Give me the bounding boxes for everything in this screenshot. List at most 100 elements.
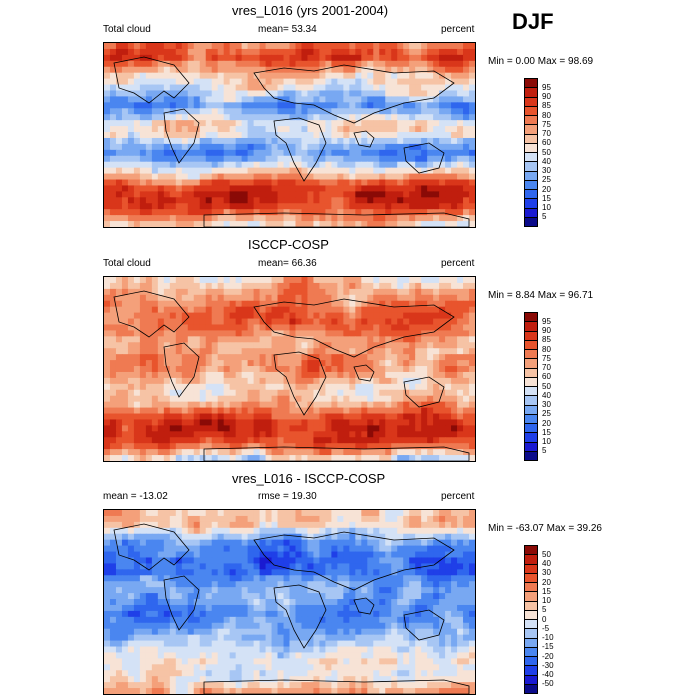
heatmap-cell	[289, 342, 297, 349]
heatmap-cell	[331, 395, 338, 403]
heatmap-cell	[451, 215, 458, 222]
heatmap-cell	[157, 114, 165, 121]
heatmap-cell	[157, 215, 165, 222]
colorbar-tick-label: 85	[542, 101, 551, 111]
heatmap-cell	[421, 401, 428, 409]
heatmap-cell	[139, 360, 147, 367]
heatmap-cell	[181, 527, 189, 535]
panel1-left-label: Total cloud	[103, 24, 151, 35]
heatmap-cell	[157, 360, 165, 367]
heatmap-cell	[403, 419, 410, 426]
heatmap-cell	[319, 277, 326, 284]
heatmap-cell	[199, 336, 207, 343]
heatmap-cell	[445, 593, 452, 600]
heatmap-cell	[433, 587, 440, 594]
heatmap-cell	[295, 545, 303, 553]
heatmap-cell	[271, 324, 279, 332]
heatmap-cell	[145, 179, 153, 187]
heatmap-cell	[349, 342, 356, 349]
heatmap-cell	[265, 521, 273, 529]
heatmap-cell	[289, 539, 297, 547]
heatmap-cell	[217, 84, 225, 92]
heatmap-cell	[349, 539, 356, 547]
heatmap-cell	[367, 521, 374, 529]
heatmap-cell	[391, 312, 398, 320]
heatmap-cell	[379, 48, 386, 56]
heatmap-cell	[325, 521, 332, 529]
heatmap-cell	[139, 108, 147, 115]
heatmap-cell	[145, 90, 153, 98]
heatmap-cell	[409, 413, 416, 421]
heatmap-cell	[187, 78, 195, 86]
heatmap-cell	[283, 66, 291, 74]
heatmap-cell	[451, 360, 458, 367]
heatmap-cell	[433, 161, 440, 169]
heatmap-cell	[397, 120, 404, 127]
heatmap-cell	[181, 66, 189, 74]
heatmap-cell	[277, 521, 285, 529]
heatmap-cell	[259, 161, 267, 169]
heatmap-cell	[211, 108, 219, 115]
heatmap-cell	[307, 161, 315, 169]
heatmap-cell	[421, 221, 428, 227]
heatmap-cell	[259, 377, 267, 385]
heatmap-cell	[355, 43, 362, 50]
heatmap-cell	[313, 437, 321, 444]
heatmap-cell	[433, 348, 440, 355]
heatmap-cell	[349, 437, 356, 444]
heatmap-cell	[211, 383, 219, 391]
heatmap-cell	[175, 155, 183, 163]
heatmap-cell	[211, 336, 219, 343]
heatmap-cell	[469, 132, 475, 139]
heatmap-cell	[469, 449, 475, 456]
heatmap-cell	[331, 185, 338, 192]
heatmap-cell	[277, 533, 285, 541]
heatmap-cell	[379, 197, 386, 204]
heatmap-cell	[151, 521, 159, 529]
heatmap-cell	[319, 173, 326, 181]
heatmap-cell	[283, 389, 291, 397]
heatmap-cell	[193, 143, 201, 151]
heatmap-cell	[343, 306, 350, 314]
heatmap-cell	[145, 167, 153, 175]
heatmap-cell	[343, 288, 350, 296]
heatmap-cell	[349, 167, 356, 175]
heatmap-cell	[307, 354, 315, 361]
heatmap-cell	[337, 191, 344, 198]
heatmap-cell	[349, 318, 356, 326]
heatmap-cell	[265, 425, 273, 432]
heatmap-cell	[145, 185, 153, 192]
heatmap-cell	[361, 54, 368, 62]
heatmap-cell	[373, 443, 380, 450]
heatmap-cell	[181, 515, 189, 523]
heatmap-cell	[463, 377, 470, 385]
heatmap-cell	[427, 360, 434, 367]
heatmap-cell	[469, 533, 475, 541]
heatmap-cell	[421, 132, 428, 139]
heatmap-cell	[271, 437, 279, 444]
heatmap-cell	[259, 545, 267, 553]
heatmap-cell	[175, 43, 183, 50]
heatmap-cell	[313, 551, 321, 559]
heatmap-cell	[385, 120, 392, 127]
heatmap-cell	[301, 132, 309, 139]
heatmap-cell	[211, 161, 219, 169]
heatmap-cell	[379, 527, 386, 535]
heatmap-cell	[199, 455, 207, 461]
heatmap-cell	[409, 209, 416, 216]
heatmap-cell	[235, 120, 243, 127]
heatmap-cell	[289, 48, 297, 56]
heatmap-cell	[199, 294, 207, 302]
heatmap-cell	[451, 581, 458, 588]
heatmap-cell	[445, 527, 452, 535]
heatmap-cell	[283, 437, 291, 444]
heatmap-cell	[385, 179, 392, 187]
heatmap-cell	[337, 78, 344, 86]
heatmap-cell	[145, 581, 153, 588]
heatmap-cell	[115, 569, 123, 576]
heatmap-cell	[415, 203, 422, 210]
heatmap-cell	[157, 545, 165, 553]
heatmap-cell	[133, 348, 141, 355]
heatmap-cell	[175, 66, 183, 74]
heatmap-cell	[241, 437, 249, 444]
